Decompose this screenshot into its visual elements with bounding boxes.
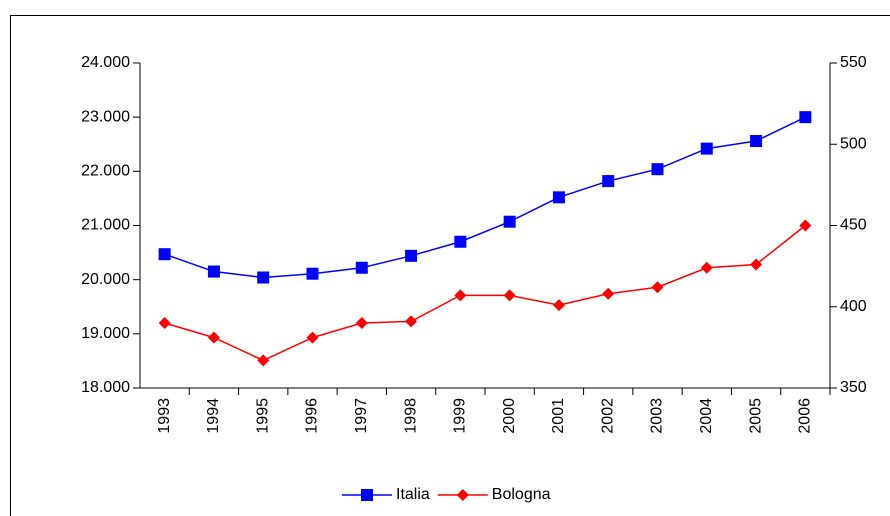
series-marker [651, 163, 664, 176]
series-marker [257, 271, 270, 284]
series-marker [454, 289, 467, 302]
x-tick-label: 1997 [353, 398, 370, 434]
legend-marker [456, 489, 469, 501]
y2-tick-label: 550 [840, 54, 867, 71]
series-marker [552, 191, 565, 204]
series-marker [306, 331, 319, 344]
series-marker [651, 281, 664, 294]
series-marker [602, 287, 615, 300]
series-marker [207, 331, 220, 344]
series-marker [750, 135, 763, 147]
x-tick-label: 2001 [550, 398, 567, 434]
series-marker [750, 258, 763, 271]
x-tick-label: 1995 [254, 398, 271, 434]
series-line [164, 116, 806, 279]
y-tick-label: 22.000 [81, 163, 130, 180]
y-tick-label: 19.000 [81, 325, 130, 342]
series-marker [158, 248, 171, 261]
series-marker [306, 267, 319, 280]
y2-tick-label: 400 [840, 298, 867, 315]
series-marker [503, 289, 516, 302]
legend-marker [361, 489, 373, 501]
series-marker [405, 249, 418, 262]
y2-tick-label: 350 [840, 379, 867, 396]
legend-label: Italia [396, 486, 430, 503]
series-marker [602, 175, 615, 188]
y-tick-label: 20.000 [81, 271, 130, 288]
series-marker [799, 219, 812, 232]
x-tick-label: 1998 [402, 398, 419, 434]
y2-tick-label: 500 [840, 135, 867, 152]
x-tick-label: 2004 [698, 398, 715, 434]
legend-label: Bologna [492, 486, 551, 503]
series-marker [355, 261, 368, 274]
y-tick-label: 24.000 [81, 54, 130, 71]
x-tick-label: 2002 [599, 398, 616, 434]
y-tick-label: 18.000 [81, 379, 130, 396]
series-marker [405, 315, 418, 328]
x-tick-label: 1993 [156, 398, 173, 434]
y2-tick-label: 450 [840, 217, 867, 234]
x-tick-label: 2005 [747, 398, 764, 434]
series-marker [700, 261, 713, 274]
series-marker [552, 299, 565, 312]
series-marker [454, 235, 467, 248]
series-marker [207, 265, 220, 278]
x-tick-label: 2006 [797, 398, 814, 434]
series-line [164, 224, 806, 362]
x-tick-label: 1999 [452, 398, 469, 434]
x-tick-label: 1994 [205, 398, 222, 434]
y-tick-label: 23.000 [81, 108, 130, 125]
x-tick-label: 1996 [304, 398, 321, 434]
x-tick-label: 2003 [649, 398, 666, 434]
series-marker [355, 317, 368, 329]
series-marker [503, 215, 516, 228]
series-marker [799, 111, 812, 124]
x-tick-label: 2000 [501, 398, 518, 434]
y-tick-label: 21.000 [81, 217, 130, 234]
series-marker [700, 142, 713, 155]
series-marker [257, 354, 270, 367]
series-marker [158, 317, 171, 329]
